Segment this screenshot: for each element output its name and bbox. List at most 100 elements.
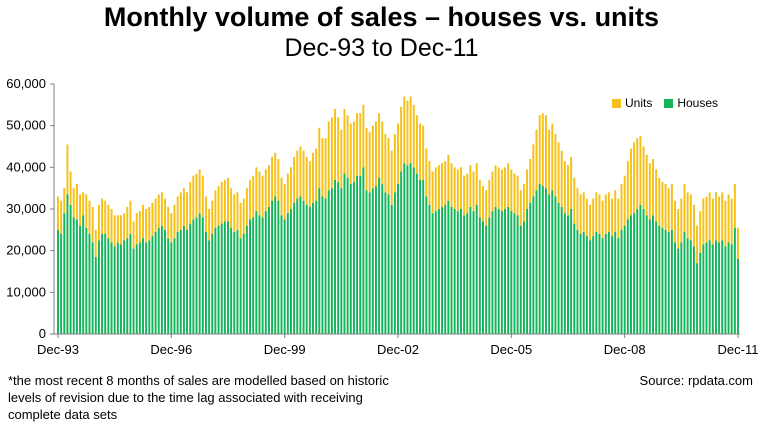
bar-houses <box>113 246 116 334</box>
bar-units <box>428 161 431 205</box>
bar-units <box>261 175 264 218</box>
bar-units <box>708 192 711 241</box>
bar-units <box>658 177 661 226</box>
bar-units <box>362 104 365 168</box>
bar-units <box>230 188 233 228</box>
bar-units <box>620 184 623 230</box>
legend-label-units: Units <box>625 96 653 110</box>
bar-houses <box>425 196 428 334</box>
bar-units <box>277 159 280 201</box>
bar-units <box>639 136 642 205</box>
bar-units <box>138 211 141 243</box>
bar-units <box>607 192 610 232</box>
bar-houses <box>604 234 607 334</box>
y-tick-label: 50,000 <box>6 118 46 133</box>
bar-houses <box>249 219 252 334</box>
bar-houses <box>173 238 176 334</box>
bar-houses <box>670 229 673 334</box>
bar-houses <box>107 238 110 334</box>
bar-houses <box>737 259 739 334</box>
bar-units <box>324 138 327 199</box>
bar-houses <box>573 223 576 334</box>
bar-units <box>129 200 132 234</box>
bar-houses <box>626 219 629 334</box>
bar-houses <box>639 204 642 334</box>
bar-houses <box>192 219 195 334</box>
bar-houses <box>160 225 163 334</box>
bar-units <box>63 188 66 214</box>
bar-houses <box>585 236 588 334</box>
bar-houses <box>82 215 85 334</box>
bar-units <box>567 165 569 216</box>
bar-houses <box>381 184 384 334</box>
bar-houses <box>554 196 557 334</box>
bar-units <box>321 138 324 197</box>
bar-houses <box>176 231 179 334</box>
bar-units <box>699 211 702 253</box>
bar-units <box>267 165 270 207</box>
bar-houses <box>444 204 447 334</box>
bar-units <box>186 192 189 230</box>
bar-units <box>724 200 727 247</box>
bar-units <box>330 117 333 189</box>
bar-houses <box>409 163 412 334</box>
bar-houses <box>258 215 261 334</box>
bar-units <box>337 117 340 182</box>
bar-houses <box>365 190 368 334</box>
y-tick-label: 30,000 <box>6 201 46 216</box>
bar-houses <box>274 196 277 334</box>
bar-houses <box>296 198 299 334</box>
bar-units <box>677 209 680 249</box>
x-tick-label: Dec-99 <box>264 342 306 357</box>
bar-houses <box>633 213 636 334</box>
bar-units <box>469 165 472 207</box>
bar-units <box>182 188 185 226</box>
bar-units <box>327 121 330 191</box>
bar-houses <box>352 181 355 334</box>
bar-houses <box>362 167 365 334</box>
bar-houses <box>349 184 352 334</box>
bar-houses <box>664 229 667 334</box>
bar-houses <box>674 242 677 334</box>
bar-units <box>711 198 714 245</box>
bar-units <box>705 196 708 243</box>
bar-houses <box>437 209 440 334</box>
bar-units <box>233 194 236 232</box>
bar-units <box>592 198 595 237</box>
bar-units <box>334 109 337 180</box>
bar-units <box>463 175 466 216</box>
bar-houses <box>415 173 418 334</box>
bar-houses <box>299 196 302 334</box>
bar-houses <box>541 186 544 334</box>
bar-units <box>94 229 97 257</box>
legend-label-houses: Houses <box>677 96 719 110</box>
bar-units <box>456 169 459 212</box>
bar-units <box>570 156 573 209</box>
bar-units <box>142 204 144 239</box>
bar-units <box>220 181 223 224</box>
bar-units <box>733 184 736 228</box>
bar-houses <box>714 240 717 334</box>
bar-houses <box>692 246 695 334</box>
bar-houses <box>598 234 601 334</box>
bar-houses <box>466 213 469 334</box>
bar-units <box>195 173 198 218</box>
bar-houses <box>526 209 529 334</box>
bar-units <box>170 213 173 243</box>
bar-units <box>680 198 683 243</box>
x-tick-label: Dec-08 <box>604 342 646 357</box>
bar-houses <box>252 217 255 334</box>
bar-houses <box>733 227 736 334</box>
bar-houses <box>94 256 97 334</box>
bar-units <box>629 148 632 216</box>
bar-houses <box>371 188 374 334</box>
bar-units <box>315 148 318 201</box>
bar-units <box>208 209 211 241</box>
bar-units <box>198 169 201 214</box>
bar-units <box>522 184 525 222</box>
bar-units <box>318 127 321 189</box>
bar-units <box>346 115 349 178</box>
bar-houses <box>233 231 236 334</box>
bar-houses <box>189 223 192 334</box>
bar-units <box>661 181 664 228</box>
